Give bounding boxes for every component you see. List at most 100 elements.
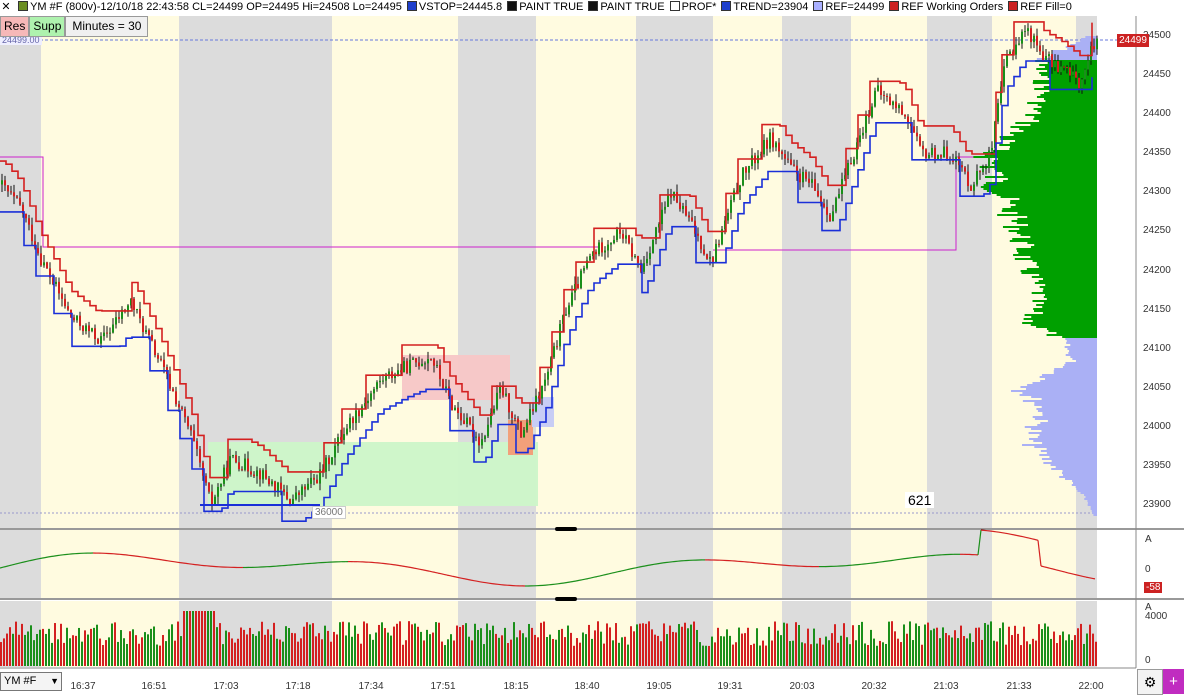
oscillator-line (1037, 540, 1042, 567)
candle-body (517, 418, 519, 423)
legend-item-paint2[interactable]: PAINT TRUE (600, 1, 665, 13)
volume-profile-bar (1041, 430, 1097, 432)
volume-bar (264, 634, 266, 666)
candle-body (607, 244, 609, 251)
volume-bar (999, 628, 1001, 666)
symbol-selector[interactable]: YM #F ▼ (0, 672, 62, 691)
volume-bar (183, 611, 185, 666)
candle-body (706, 254, 708, 259)
candle-body (628, 235, 630, 244)
volume-profile-bar (1014, 258, 1097, 260)
volume-bar (108, 637, 110, 666)
candle-body (442, 379, 444, 389)
volume-bar (1011, 635, 1013, 666)
legend-item-prof[interactable]: PROF* (681, 1, 717, 13)
volume-axis-top: A (1145, 602, 1152, 613)
candle-body (1042, 51, 1044, 62)
legend-item-vstop[interactable]: VSTOP=24445.8 (418, 1, 503, 13)
volume-bar (828, 640, 830, 666)
legend-swatch-paint1 (507, 1, 518, 11)
volume-profile-bar (1034, 404, 1097, 406)
volume-bar (474, 623, 476, 666)
volume-bar (42, 628, 44, 666)
candle-body (1012, 51, 1014, 55)
candle-body (796, 165, 798, 174)
volume-profile-bar (1069, 350, 1097, 352)
volume-bar (432, 632, 434, 666)
candle-body (49, 268, 51, 278)
volume-bar (324, 625, 326, 666)
candle-body (862, 132, 864, 136)
resistance-button[interactable]: Res (0, 16, 30, 37)
volume-bar (693, 621, 695, 666)
volume-bar (87, 634, 89, 666)
volume-bar (591, 638, 593, 666)
candle-body (643, 263, 645, 272)
volume-bar (141, 637, 143, 666)
bar-count-label: 621 (905, 492, 935, 508)
legend-item-trend[interactable]: TREND=23904 (733, 1, 809, 13)
volume-profile-bar (1027, 242, 1097, 244)
volume-bar (225, 630, 227, 666)
legend-item-paint1[interactable]: PAINT TRUE (519, 1, 584, 13)
volume-bar (885, 643, 887, 666)
volume-profile-bar (1052, 52, 1097, 54)
volume-profile-bar (1085, 36, 1097, 38)
volume-bar (402, 644, 404, 666)
candle-body (976, 170, 978, 185)
volume-profile-bar (1072, 480, 1097, 482)
oscillator-line (596, 575, 601, 578)
volume-profile-bar (1032, 320, 1097, 322)
volume-profile-bar (1000, 138, 1097, 140)
chart-settings-icon[interactable]: ⚙ (1137, 669, 1163, 695)
volume-bar (657, 635, 659, 666)
oscillator-line (2, 565, 7, 568)
legend-item-ref[interactable]: REF=24499 (825, 1, 885, 13)
volume-profile-bar (1009, 142, 1097, 144)
volume-bar (618, 642, 620, 666)
pane-splitter-handle (555, 597, 577, 601)
volume-bar (888, 621, 890, 666)
support-button[interactable]: Supp (29, 16, 66, 37)
chevron-down-icon[interactable]: ▼ (50, 676, 59, 686)
candle-body (412, 358, 414, 360)
oscillator-line (629, 567, 634, 570)
volume-profile-bar (1012, 238, 1097, 240)
time-tick-label: 21:33 (1006, 681, 1032, 692)
volume-profile-bar (1010, 202, 1097, 204)
add-pane-button[interactable]: + (1163, 669, 1184, 694)
legend-item-reffill[interactable]: REF Fill=0 (1020, 1, 1072, 13)
volume-bar (1077, 628, 1079, 666)
candle-body (22, 204, 24, 214)
volume-profile-bar (1080, 40, 1097, 42)
volume-profile-bar (973, 156, 1097, 158)
volume-bar (960, 625, 962, 666)
candle-body (772, 132, 774, 148)
oscillator-line (1016, 534, 1021, 537)
candle-body (745, 167, 747, 173)
volume-profile-bar (1003, 180, 1097, 182)
price-tick-label: 24250 (1143, 225, 1171, 237)
legend-item-refwo[interactable]: REF Working Orders (901, 1, 1004, 13)
close-icon[interactable]: ✕ (1, 1, 11, 13)
volume-profile-bar (1024, 314, 1097, 316)
candle-body (283, 489, 285, 492)
oscillator-line (41, 557, 46, 559)
volume-profile-bar (1027, 384, 1097, 386)
timeframe-button[interactable]: Minutes = 30 (65, 16, 149, 37)
volume-bar (120, 630, 122, 666)
candle-body (169, 373, 171, 389)
volume-profile-bar (1044, 66, 1097, 68)
volume-profile-bar (1075, 42, 1097, 44)
legend-item-main[interactable]: YM #F (800v)-12/10/18 22:43:58 CL=24499 … (30, 1, 402, 13)
volume-bar (534, 634, 536, 666)
candle-body (622, 233, 624, 239)
volume-bar (315, 636, 317, 666)
volume-bar (543, 621, 545, 666)
volume-bar (957, 638, 959, 666)
oscillator-line (146, 557, 151, 559)
volume-bar (744, 633, 746, 666)
volume-bar (465, 623, 467, 666)
volume-bar (276, 638, 278, 666)
